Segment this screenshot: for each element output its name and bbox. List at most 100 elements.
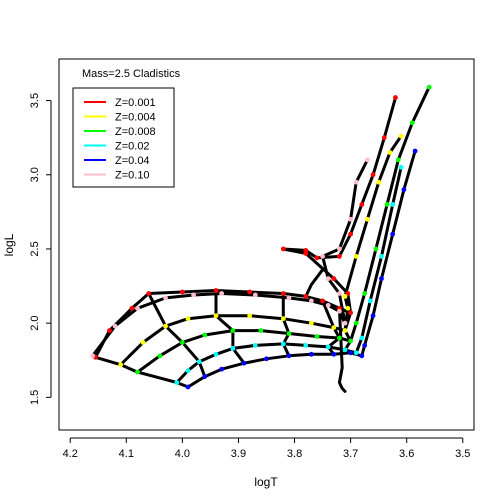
x-tick-label: 4.1	[119, 448, 134, 460]
x-tick-label: 4.2	[63, 448, 78, 460]
data-point	[258, 328, 264, 333]
data-point	[353, 253, 359, 259]
data-point	[314, 255, 320, 261]
x-tick-label: 4.0	[175, 448, 190, 460]
x-tick-label: 3.7	[343, 448, 358, 460]
data-point	[230, 345, 236, 351]
data-point	[163, 295, 168, 301]
data-point	[320, 298, 325, 304]
data-point	[185, 384, 191, 390]
legend-box	[72, 87, 175, 188]
data-point	[303, 343, 309, 348]
plot-frame	[58, 58, 475, 431]
data-point	[146, 291, 152, 296]
data-point	[320, 253, 325, 259]
data-point	[362, 343, 368, 348]
data-point	[286, 353, 292, 359]
data-layer	[90, 84, 432, 393]
data-point	[112, 323, 118, 329]
data-point	[348, 338, 354, 344]
y-tick-label: 2.0	[29, 316, 41, 331]
data-point	[331, 351, 337, 357]
data-point	[280, 316, 286, 322]
data-point	[337, 246, 342, 252]
data-point	[398, 164, 404, 170]
legend-label: Z=0.004	[115, 112, 156, 124]
x-tick-label: 3.9	[231, 448, 246, 460]
data-point	[376, 179, 382, 185]
data-point	[163, 323, 168, 329]
data-point	[247, 289, 253, 295]
data-point	[359, 353, 365, 359]
data-point	[135, 305, 140, 311]
data-point	[325, 344, 331, 350]
data-point	[348, 231, 354, 237]
data-point	[202, 374, 208, 379]
data-point	[196, 359, 202, 365]
data-point	[129, 305, 135, 311]
data-point	[353, 350, 359, 356]
data-point	[331, 276, 337, 282]
data-point	[331, 325, 337, 331]
y-tick-label: 3.5	[29, 93, 41, 108]
y-tick-label: 1.5	[29, 390, 41, 405]
track-line	[94, 96, 397, 359]
data-point	[247, 313, 253, 319]
legend-label: Z=0.04	[115, 155, 150, 167]
connector-line	[337, 306, 347, 393]
data-point	[398, 133, 404, 139]
data-point	[370, 172, 376, 178]
legend: Z=0.001 Z=0.004 Z=0.008 Z=0.02 Z=0.04 Z=0.10	[72, 87, 175, 188]
data-point	[325, 302, 331, 308]
data-point	[401, 187, 407, 192]
data-point	[185, 368, 191, 374]
data-point	[174, 380, 180, 385]
x-axis-title: logT	[254, 475, 278, 489]
legend-label: Z=0.02	[115, 141, 150, 153]
data-point	[325, 276, 331, 282]
data-point	[345, 305, 351, 311]
data-point	[359, 335, 365, 341]
data-point	[342, 320, 348, 326]
legend-label: Z=0.001	[115, 97, 156, 109]
track-line	[175, 165, 403, 384]
y-tick-label: 2.5	[29, 241, 41, 256]
data-point	[213, 288, 219, 293]
data-point	[308, 320, 314, 326]
data-point	[362, 291, 368, 296]
data-point	[337, 335, 342, 341]
x-tick-label: 3.8	[287, 448, 302, 460]
data-point	[353, 179, 359, 185]
data-point	[337, 253, 342, 259]
data-point	[373, 246, 379, 252]
data-point	[342, 294, 348, 299]
data-point	[314, 334, 320, 339]
data-point	[118, 362, 124, 368]
data-point	[308, 351, 314, 357]
data-point	[348, 310, 354, 316]
x-tick-label: 3.5	[455, 448, 470, 460]
data-point	[286, 331, 292, 336]
mass-annotation: Mass=2.5 Cladistics	[82, 68, 181, 80]
data-point	[179, 289, 185, 295]
data-point	[135, 369, 140, 375]
data-point	[219, 291, 225, 296]
data-point	[384, 202, 390, 207]
x-axis: 4.2 4.1 4.0 3.9 3.8 3.7 3.6 3.5	[63, 437, 470, 460]
data-point	[90, 353, 96, 359]
data-point	[379, 253, 384, 259]
data-point	[202, 332, 208, 338]
data-point	[381, 135, 387, 141]
data-point	[365, 157, 370, 163]
data-point	[387, 150, 393, 155]
data-point	[367, 298, 373, 304]
data-point	[230, 328, 236, 333]
y-axis-title: logL	[2, 233, 16, 256]
data-point	[412, 148, 418, 154]
data-point	[365, 216, 370, 222]
data-point	[303, 248, 309, 253]
legend-label: Z=0.008	[115, 126, 156, 138]
data-point	[252, 343, 258, 348]
data-point	[395, 157, 401, 163]
